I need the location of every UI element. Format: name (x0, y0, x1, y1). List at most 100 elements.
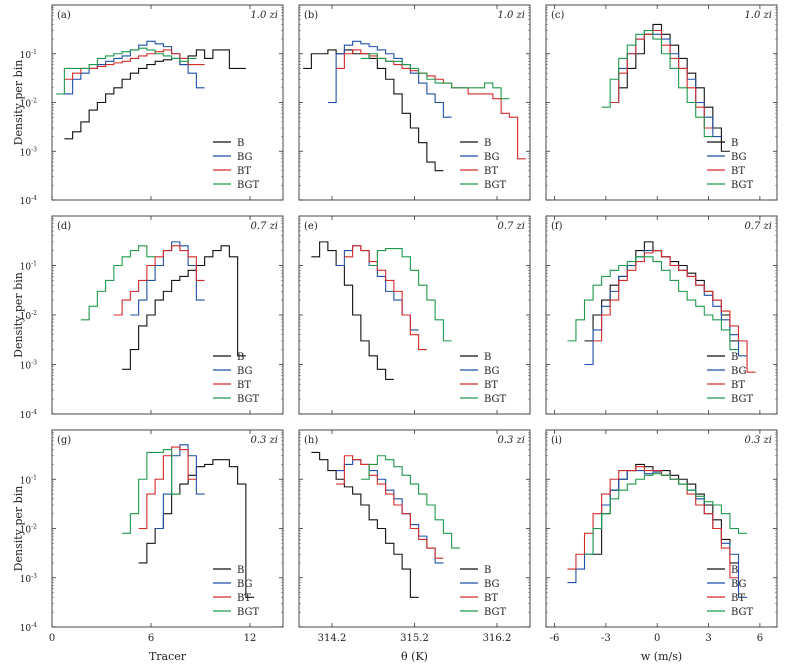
legend-label: BG (731, 152, 747, 163)
legend-label: BGT (237, 394, 260, 405)
y-tick-label: 10-4 (20, 195, 37, 207)
y-tick-label: 10-4 (20, 409, 37, 421)
height-label: 0.7 zi (744, 221, 772, 232)
x-tick-label: 12 (244, 633, 257, 644)
legend-label: BGT (731, 180, 754, 191)
y-tick-label: 10-1 (20, 474, 37, 486)
y-tick-label: 10-3 (20, 573, 37, 585)
x-tick-label: -3 (601, 633, 611, 644)
y-tick-label: 10-2 (20, 98, 37, 110)
series-BGT (56, 47, 197, 95)
height-label: 1.0 zi (497, 10, 525, 21)
legend-label: BG (237, 152, 253, 163)
legend-label: BGT (731, 394, 754, 405)
x-tick-label: 316.2 (483, 633, 512, 644)
legend-label: B (484, 138, 491, 149)
y-tick-label: 10-3 (20, 146, 37, 158)
series-BGT (601, 29, 713, 138)
x-tick-label: 6 (148, 633, 154, 644)
y-tick-label: 10-1 (20, 49, 37, 61)
legend-label: B (731, 138, 738, 149)
legend-label: B (731, 565, 738, 576)
panel-f: (f) 0.7 zi B BG BT BGT (545, 215, 778, 415)
row-y-axis-label: Density per bin (12, 272, 25, 358)
legend-label: BG (484, 579, 500, 590)
legend-label: BT (237, 593, 251, 604)
series-B (311, 241, 394, 380)
legend-label: BT (484, 166, 498, 177)
height-label: 0.7 zi (250, 221, 278, 232)
legend-label: BT (237, 166, 251, 177)
series-B (303, 49, 444, 172)
x-tick-label: 0 (49, 633, 55, 644)
x-axis-label: w (m/s) (641, 650, 682, 663)
legend-label: BGT (484, 607, 507, 618)
legend-label: BGT (237, 607, 260, 618)
panel-b: (b) 1.0 zi B BG BT BGT (298, 4, 531, 201)
x-tick-label: 315.2 (400, 633, 429, 644)
x-axis-label: Tracer (149, 650, 187, 663)
panel-d: 10-4 10-3 10-2 10-1 (d) 0.7 zi B BG BT BGT (20, 215, 284, 421)
series-BG (584, 250, 748, 366)
x-tick-label: 3 (705, 633, 711, 644)
legend-label: BT (484, 380, 498, 391)
height-label: 0.3 zi (250, 435, 278, 446)
series-BG (327, 40, 452, 118)
height-label: 0.3 zi (744, 435, 772, 446)
series-BGT (567, 256, 739, 351)
legend-label: BGT (484, 394, 507, 405)
panel-a: 10-4 10-3 10-2 10-1 (a) 1.0 zi B BG BT BGT (20, 4, 284, 207)
height-label: 0.3 zi (497, 435, 525, 446)
panel-label: (e) (304, 221, 318, 232)
height-label: 1.0 zi (744, 10, 772, 21)
series-B (64, 49, 246, 140)
legend-label: B (237, 565, 244, 576)
panel-c: (c) 1.0 zi B BG BT BGT (545, 4, 778, 201)
legend-label: BGT (484, 180, 507, 191)
series-BGT (360, 455, 460, 549)
panel-label: (h) (304, 435, 318, 446)
legend-label: BT (731, 380, 745, 391)
series-BG (64, 40, 205, 95)
y-tick-label: 10-2 (20, 524, 37, 536)
legend-label: BG (237, 366, 253, 377)
series-BT (344, 245, 427, 351)
row-y-axis-label: Density per bin (12, 60, 25, 146)
y-tick-label: 10-1 (20, 261, 37, 273)
series-BG (567, 470, 748, 598)
panel-g: 10-4 10-3 10-2 10-1 0 6 12 (g) 0.3 zi B BG BT BGT (20, 429, 284, 644)
row-y-axis-label: Density per bin (12, 486, 25, 572)
series-BT (567, 466, 739, 579)
legend-label: B (484, 352, 491, 363)
panel-label: (b) (304, 10, 318, 21)
series-BT (593, 250, 756, 373)
panel-label: (g) (57, 435, 71, 446)
legend-label: B (731, 352, 738, 363)
legend-label: BG (237, 579, 253, 590)
legend-label: BGT (237, 180, 260, 191)
series-B (311, 451, 419, 598)
legend-label: BT (731, 166, 745, 177)
series-BGT (584, 473, 748, 555)
legend-label: B (237, 138, 244, 149)
series-BT (138, 446, 197, 530)
series-B (618, 23, 730, 152)
panel-e: (e) 0.7 zi B BG BT BGT (298, 215, 531, 415)
panel-i: -6 -3 0 3 6 (i) 0.3 zi B BG BT BGT (545, 429, 778, 644)
series-B (122, 245, 246, 370)
x-axis-label: θ (K) (401, 650, 428, 663)
series-BT (336, 49, 526, 160)
panel-label: (f) (551, 221, 563, 232)
y-tick-label: 10-2 (20, 310, 37, 322)
legend-label: B (484, 565, 491, 576)
series-BGT (80, 245, 156, 321)
y-tick-label: 10-4 (20, 622, 37, 634)
height-label: 0.7 zi (497, 221, 525, 232)
y-tick-label: 10-3 (20, 360, 37, 372)
legend-label: BT (484, 593, 498, 604)
series-BG (130, 241, 205, 316)
x-tick-label: 6 (757, 633, 763, 644)
legend-label: BG (731, 579, 747, 590)
legend-label: BT (237, 380, 251, 391)
